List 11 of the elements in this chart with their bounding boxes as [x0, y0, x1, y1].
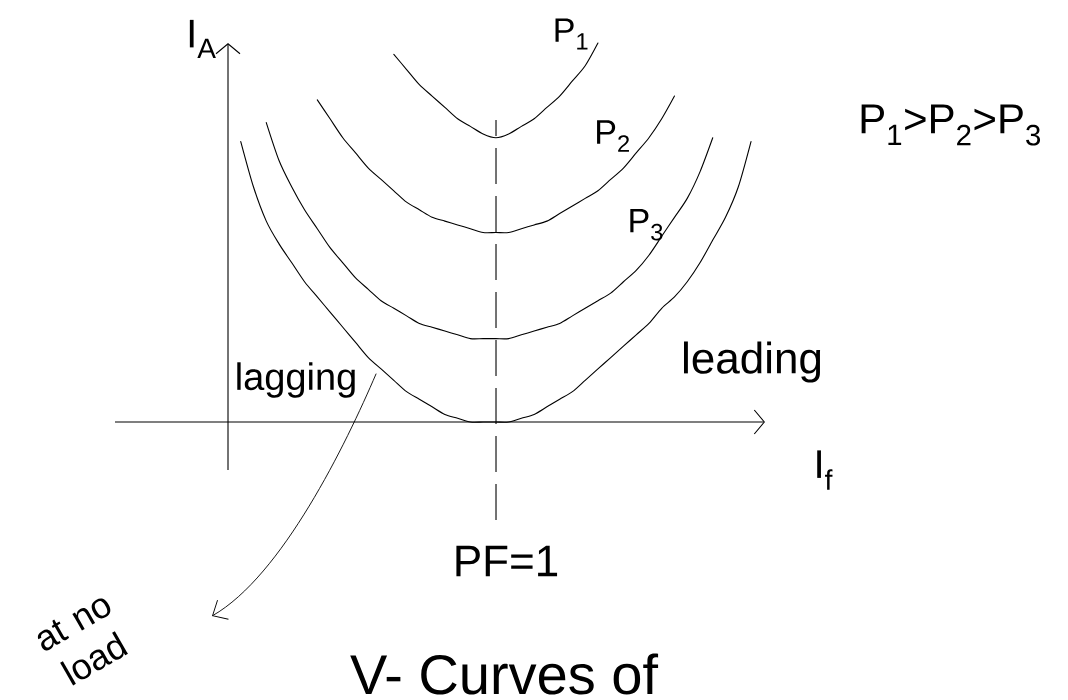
- text: P$_{1}$>P$_{2}$>P$_{3}$: [861, 104, 1041, 146]
- text: V- Curves of: [350, 653, 659, 695]
- series-label: P$_{1}$: [555, 18, 588, 50]
- text: PF=1: [456, 545, 558, 577]
- series-label: P$_{2}$: [597, 120, 629, 152]
- annotation: lagging: [237, 362, 355, 398]
- text: at no load: [37, 598, 128, 686]
- annotation: leading: [684, 341, 821, 383]
- y-axis-title: I$_{A}$: [189, 19, 216, 59]
- x-axis-title: I$_{f}$: [817, 450, 833, 490]
- series-label: P$_{3}$: [630, 208, 663, 241]
